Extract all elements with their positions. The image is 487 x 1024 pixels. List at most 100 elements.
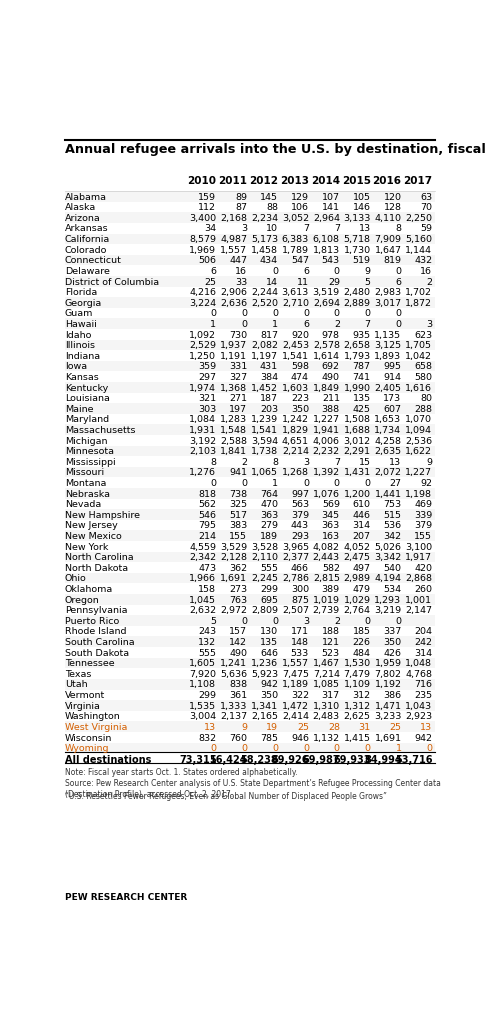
Text: Wyoming: Wyoming bbox=[65, 744, 109, 753]
Text: 1,144: 1,144 bbox=[405, 246, 432, 255]
Bar bbox=[65, 318, 434, 329]
Text: 0: 0 bbox=[334, 744, 340, 753]
Text: 2,694: 2,694 bbox=[313, 299, 340, 307]
Text: 2,147: 2,147 bbox=[405, 606, 432, 615]
Text: 1,647: 1,647 bbox=[375, 246, 401, 255]
Text: Massachusetts: Massachusetts bbox=[65, 426, 135, 435]
Text: 0: 0 bbox=[210, 744, 216, 753]
Text: 7: 7 bbox=[334, 224, 340, 233]
Text: 279: 279 bbox=[260, 521, 278, 530]
Text: 2,103: 2,103 bbox=[189, 447, 216, 456]
Text: 0: 0 bbox=[395, 616, 401, 626]
Text: 297: 297 bbox=[198, 373, 216, 382]
Text: 223: 223 bbox=[291, 394, 309, 403]
Text: 3,192: 3,192 bbox=[189, 436, 216, 445]
Bar bbox=[65, 530, 434, 541]
Text: 2,507: 2,507 bbox=[282, 606, 309, 615]
Text: 2,072: 2,072 bbox=[375, 468, 401, 477]
Text: 543: 543 bbox=[322, 256, 340, 265]
Text: 242: 242 bbox=[414, 638, 432, 647]
Text: 562: 562 bbox=[198, 500, 216, 509]
Text: 2,578: 2,578 bbox=[313, 341, 340, 350]
Text: 2015: 2015 bbox=[342, 176, 371, 185]
Text: 2016: 2016 bbox=[373, 176, 401, 185]
Text: 1,341: 1,341 bbox=[251, 701, 278, 711]
Text: 610: 610 bbox=[353, 500, 371, 509]
Text: 4,194: 4,194 bbox=[375, 574, 401, 584]
Text: 1,603: 1,603 bbox=[282, 384, 309, 392]
Text: 2,809: 2,809 bbox=[251, 606, 278, 615]
Text: 31: 31 bbox=[358, 723, 371, 732]
Text: 3,594: 3,594 bbox=[251, 436, 278, 445]
Text: New Mexico: New Mexico bbox=[65, 532, 121, 541]
Text: 142: 142 bbox=[229, 638, 247, 647]
Text: 1,268: 1,268 bbox=[282, 468, 309, 477]
Text: 1,467: 1,467 bbox=[313, 659, 340, 669]
Text: 935: 935 bbox=[353, 331, 371, 340]
Text: 4,987: 4,987 bbox=[220, 236, 247, 244]
Text: 27: 27 bbox=[390, 479, 401, 488]
Text: 479: 479 bbox=[353, 585, 371, 594]
Text: 7,214: 7,214 bbox=[313, 670, 340, 679]
Text: 1,415: 1,415 bbox=[344, 733, 371, 742]
Text: 490: 490 bbox=[322, 373, 340, 382]
Text: 1,966: 1,966 bbox=[189, 574, 216, 584]
Text: 107: 107 bbox=[322, 193, 340, 202]
Text: 25: 25 bbox=[297, 723, 309, 732]
Text: 350: 350 bbox=[260, 691, 278, 700]
Text: 3,529: 3,529 bbox=[220, 543, 247, 552]
Text: 2017: 2017 bbox=[403, 176, 432, 185]
Text: 15: 15 bbox=[358, 458, 371, 467]
Bar bbox=[65, 233, 434, 244]
Bar bbox=[65, 424, 434, 435]
Text: 0: 0 bbox=[272, 309, 278, 318]
Text: 207: 207 bbox=[353, 532, 371, 541]
Text: 3,125: 3,125 bbox=[375, 341, 401, 350]
Text: 271: 271 bbox=[229, 394, 247, 403]
Text: 3,017: 3,017 bbox=[375, 299, 401, 307]
Bar bbox=[65, 488, 434, 499]
Text: 339: 339 bbox=[414, 511, 432, 520]
Text: 388: 388 bbox=[322, 404, 340, 414]
Bar bbox=[65, 403, 434, 414]
Text: 760: 760 bbox=[229, 733, 247, 742]
Text: 2,250: 2,250 bbox=[405, 214, 432, 223]
Text: 0: 0 bbox=[303, 309, 309, 318]
Text: 469: 469 bbox=[414, 500, 432, 509]
Text: 5: 5 bbox=[210, 616, 216, 626]
Text: 2,232: 2,232 bbox=[313, 447, 340, 456]
Text: 0: 0 bbox=[272, 616, 278, 626]
Text: 273: 273 bbox=[229, 585, 247, 594]
Text: 920: 920 bbox=[291, 331, 309, 340]
Bar bbox=[65, 255, 434, 265]
Text: 1,065: 1,065 bbox=[251, 468, 278, 477]
Text: 6: 6 bbox=[210, 267, 216, 275]
Text: Puerto Rico: Puerto Rico bbox=[65, 616, 119, 626]
Text: 580: 580 bbox=[414, 373, 432, 382]
Bar bbox=[65, 721, 434, 732]
Text: 1,242: 1,242 bbox=[282, 416, 309, 424]
Text: 155: 155 bbox=[229, 532, 247, 541]
Text: 1,813: 1,813 bbox=[313, 246, 340, 255]
Bar bbox=[65, 552, 434, 562]
Text: 146: 146 bbox=[353, 204, 371, 212]
Text: 1,472: 1,472 bbox=[282, 701, 309, 711]
Text: 350: 350 bbox=[291, 404, 309, 414]
Text: 446: 446 bbox=[353, 511, 371, 520]
Text: 2,377: 2,377 bbox=[282, 553, 309, 562]
Text: 473: 473 bbox=[198, 564, 216, 572]
Text: 0: 0 bbox=[395, 309, 401, 318]
Text: 2,786: 2,786 bbox=[282, 574, 309, 584]
Text: 832: 832 bbox=[198, 733, 216, 742]
Text: 2,110: 2,110 bbox=[251, 553, 278, 562]
Text: 4,006: 4,006 bbox=[313, 436, 340, 445]
Text: 1,959: 1,959 bbox=[375, 659, 401, 669]
Text: 420: 420 bbox=[414, 564, 432, 572]
Text: 431: 431 bbox=[260, 362, 278, 372]
Text: 1,653: 1,653 bbox=[375, 416, 401, 424]
Text: 875: 875 bbox=[291, 596, 309, 604]
Text: 2,625: 2,625 bbox=[344, 713, 371, 721]
Text: 1,969: 1,969 bbox=[189, 246, 216, 255]
Text: 379: 379 bbox=[414, 521, 432, 530]
Text: 2,989: 2,989 bbox=[344, 574, 371, 584]
